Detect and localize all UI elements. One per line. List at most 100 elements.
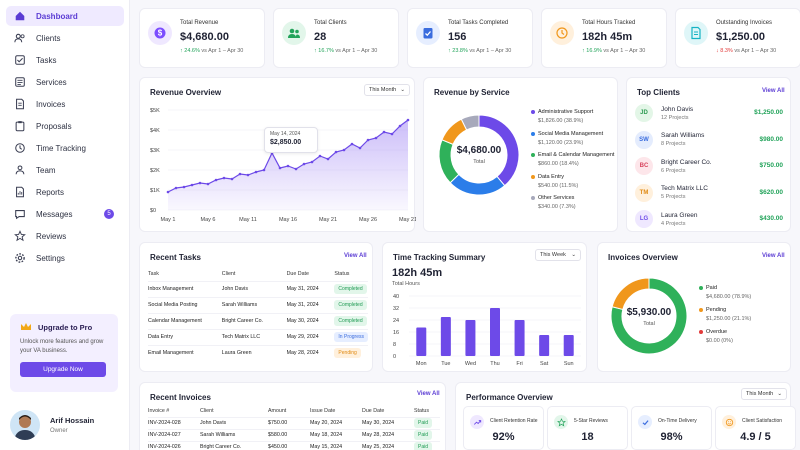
data-point[interactable] (390, 132, 394, 136)
data-point[interactable] (230, 177, 234, 181)
sidebar-item-team[interactable]: Team (6, 160, 124, 180)
y-tick-label: $2K (150, 168, 160, 174)
user-profile[interactable]: Arif Hossain Owner (10, 410, 94, 440)
client-projects: 8 Projects (661, 141, 686, 147)
data-point[interactable] (262, 168, 266, 172)
bar-sat[interactable] (539, 335, 550, 356)
data-point[interactable] (206, 182, 210, 186)
sidebar-item-clients[interactable]: Clients (6, 28, 124, 48)
data-point[interactable] (182, 185, 186, 189)
column-header: Due Date (286, 270, 309, 277)
legend-item: Pending $1,250.00 (21.1%) (699, 307, 751, 322)
x-tick-label: Sat (540, 361, 549, 367)
data-point[interactable] (246, 173, 250, 177)
performance-period-select[interactable]: This Month ⌄ (741, 388, 787, 400)
table-row[interactable]: Email Management Laura Green May 28, 2024 P… (148, 344, 368, 361)
bar-mon[interactable] (416, 327, 427, 357)
recent-tasks-title: Recent Tasks (150, 253, 201, 262)
recent-tasks-view-all[interactable]: View All (344, 253, 367, 259)
sidebar-item-label: Team (36, 165, 56, 175)
data-point[interactable] (254, 170, 258, 174)
sidebar-item-dashboard[interactable]: Dashboard (6, 6, 124, 26)
table-row[interactable]: Inbox Management John Davis May 31, 2024 Co… (148, 280, 368, 297)
sidebar-item-reports[interactable]: Reports (6, 182, 124, 202)
data-point[interactable] (166, 190, 170, 194)
data-point[interactable] (334, 150, 338, 154)
bar-tue[interactable] (440, 317, 451, 356)
donut-slice-pending[interactable] (611, 277, 650, 311)
data-point[interactable] (238, 172, 242, 176)
data-point[interactable] (222, 176, 226, 180)
gear-icon (14, 252, 26, 264)
trend-period: vs Apr 1 – Apr 30 (734, 48, 777, 54)
time-tracking-title: Time Tracking Summary (393, 253, 486, 262)
data-point[interactable] (318, 154, 322, 158)
sidebar-item-invoices[interactable]: Invoices (6, 94, 124, 114)
data-point[interactable] (286, 164, 290, 168)
data-point[interactable] (310, 160, 314, 164)
invoice-client: John Davis (200, 416, 268, 429)
bar-thu[interactable] (490, 308, 500, 356)
data-point[interactable] (174, 186, 178, 190)
data-point[interactable] (366, 138, 370, 142)
sidebar-item-tasks[interactable]: Tasks (6, 50, 124, 70)
data-point[interactable] (198, 181, 202, 185)
table-row[interactable]: INV-2024-027 Sarah Williams $580.00 May 18,… (148, 428, 440, 441)
data-point[interactable] (302, 162, 306, 166)
sidebar-item-settings[interactable]: Settings (6, 248, 124, 268)
performance-period-value: This Month (746, 391, 774, 397)
time-period-select[interactable]: This Week ⌄ (535, 249, 581, 261)
revenue-by-service-title: Revenue by Service (434, 88, 510, 97)
y-tick-label: 40 (393, 294, 399, 300)
data-point[interactable] (406, 118, 410, 122)
table-row[interactable]: INV-2024-026 Bright Career Co. $450.00 May … (148, 440, 440, 450)
data-point[interactable] (190, 183, 194, 187)
data-point[interactable] (374, 136, 378, 140)
data-point[interactable] (294, 167, 298, 171)
client-row[interactable]: TM Tech Matrix LLC 5 Projects $620.00 (635, 182, 785, 204)
upgrade-now-button[interactable]: Upgrade Now (20, 362, 106, 377)
bar-fri[interactable] (514, 320, 525, 356)
legend-name: Data Entry (538, 173, 564, 180)
client-row[interactable]: SW Sarah Williams 8 Projects $980.00 (635, 129, 785, 151)
table-row[interactable]: Data Entry Tech Matrix LLC May 29, 2024 In … (148, 328, 368, 345)
donut-slice-other-services[interactable] (460, 114, 480, 131)
data-point[interactable] (278, 166, 282, 170)
data-point[interactable] (398, 124, 402, 128)
crown-icon (20, 322, 32, 332)
data-point[interactable] (342, 148, 346, 152)
invoice-due-date: May 28, 2024 (362, 428, 414, 441)
client-row[interactable]: BC Bright Career Co. 6 Projects $750.00 (635, 155, 785, 177)
top-clients-view-all[interactable]: View All (762, 88, 785, 94)
sidebar-item-reviews[interactable]: Reviews (6, 226, 124, 246)
bar-wed[interactable] (465, 320, 476, 356)
data-point[interactable] (382, 130, 386, 134)
client-row[interactable]: JD John Davis 12 Projects $1,250.00 (635, 102, 785, 124)
data-point[interactable] (358, 146, 362, 150)
legend-amount: $1,120.00 (23.9%) (538, 139, 584, 146)
donut-slice-paid[interactable] (610, 277, 688, 355)
table-row[interactable]: Calendar Management Bright Career Co. May … (148, 312, 368, 329)
revenue-period-select[interactable]: This Month ⌄ (364, 84, 410, 96)
sidebar-item-services[interactable]: Services (6, 72, 124, 92)
client-row[interactable]: LG Laura Green 4 Projects $430.00 (635, 208, 785, 230)
stat-card-total-revenue: $ Total Revenue $4,680.00 ↑ 24.6% vs Apr 1 … (139, 8, 265, 68)
sidebar-item-proposals[interactable]: Proposals (6, 116, 124, 136)
sidebar-item-time-tracking[interactable]: Time Tracking (6, 138, 124, 158)
table-row[interactable]: Social Media Posting Sarah Williams May 31… (148, 296, 368, 313)
y-tick-label: $3K (150, 148, 160, 154)
data-point[interactable] (214, 178, 218, 182)
invoices-overview-view-all[interactable]: View All (762, 253, 785, 259)
data-point[interactable] (350, 142, 354, 146)
recent-invoices-view-all[interactable]: View All (417, 391, 440, 397)
sidebar-item-messages[interactable]: Messages 5 (6, 204, 124, 224)
sidebar-item-label: Dashboard (36, 11, 78, 21)
data-point[interactable] (326, 157, 330, 161)
legend-amount: $540.00 (11.5%) (538, 182, 579, 189)
sidebar-item-label: Reports (36, 187, 65, 197)
donut-slice-social-media-management[interactable] (449, 173, 506, 196)
legend-amount: $340.00 (7.3%) (538, 204, 576, 210)
chevron-down-icon: ⌄ (400, 87, 405, 93)
bar-sun[interactable] (563, 335, 574, 356)
table-row[interactable]: INV-2024-028 John Davis $750.00 May 20, 202… (148, 416, 440, 429)
